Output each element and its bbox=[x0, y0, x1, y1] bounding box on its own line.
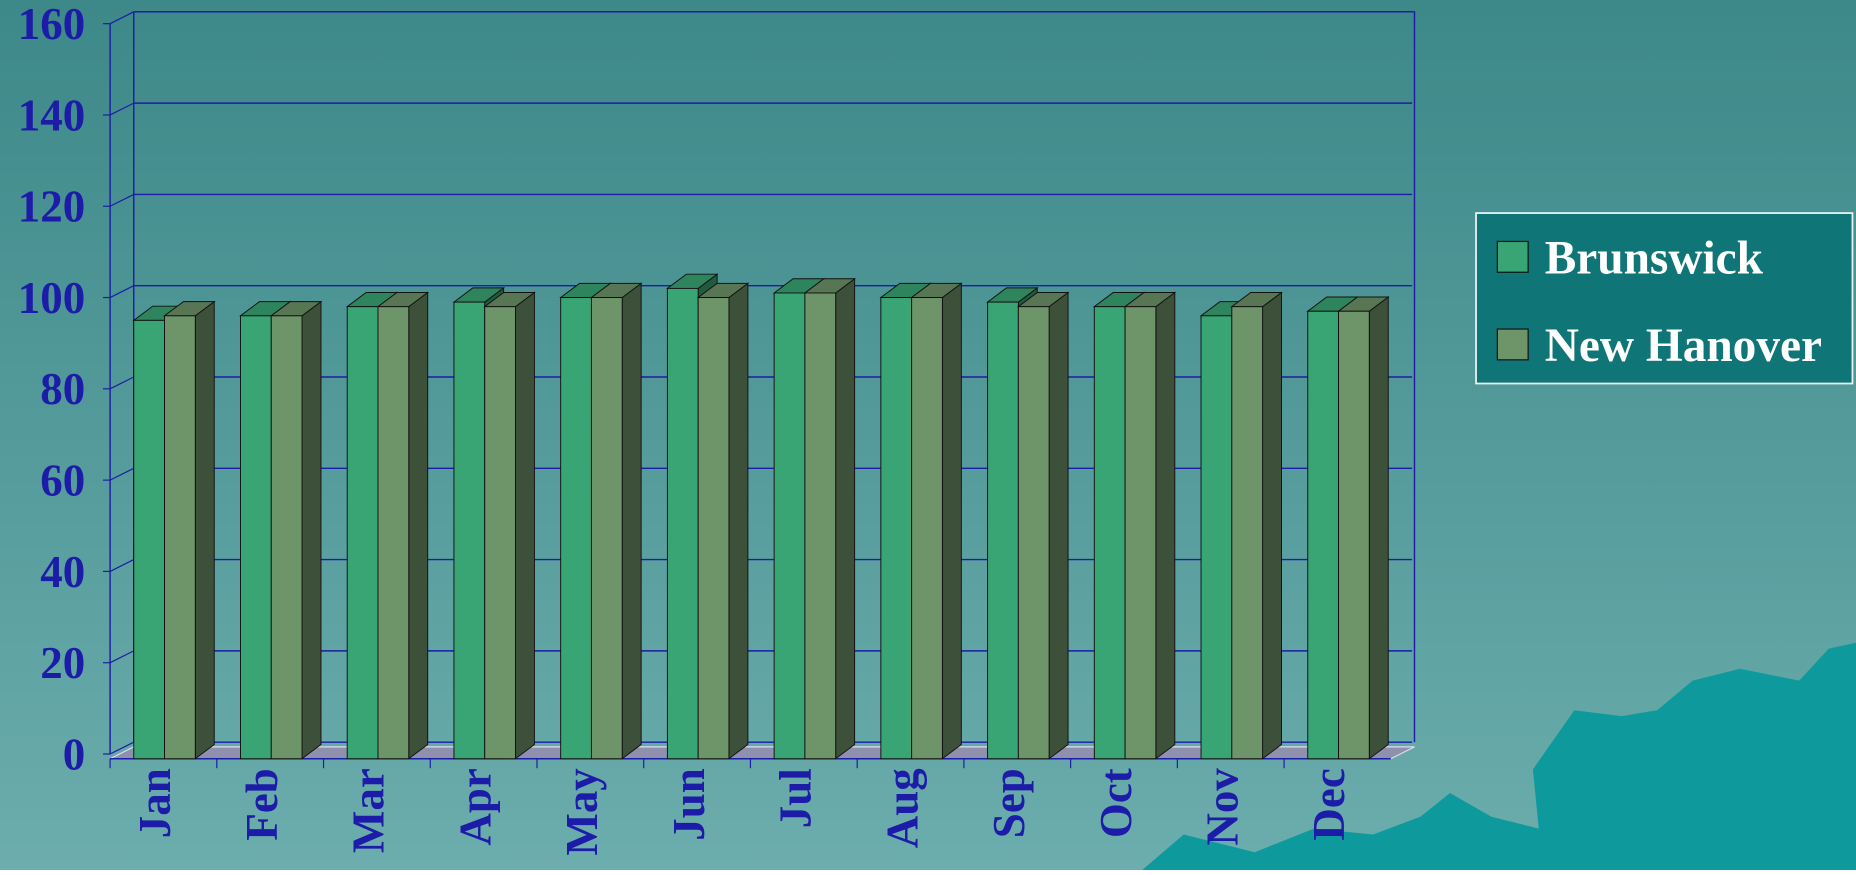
bar bbox=[346, 306, 379, 760]
bar bbox=[1200, 315, 1233, 760]
y-tick-label: 60 bbox=[40, 456, 85, 506]
bar-side bbox=[408, 291, 429, 760]
bar bbox=[590, 297, 623, 760]
bar bbox=[880, 297, 913, 760]
tick-depth bbox=[109, 376, 135, 390]
y-tick-label: 0 bbox=[63, 729, 85, 779]
bar bbox=[773, 292, 806, 760]
bar-side bbox=[621, 282, 642, 760]
legend-swatch bbox=[1496, 240, 1529, 273]
x-tick-label: Jan bbox=[130, 768, 180, 838]
legend: Brunswick New Hanover bbox=[1475, 212, 1854, 385]
bar bbox=[240, 315, 272, 760]
bar-side bbox=[1155, 291, 1176, 760]
x-tick-label: Sep bbox=[984, 768, 1034, 838]
x-tick-label: Dec bbox=[1304, 768, 1354, 840]
x-tick-label: May bbox=[557, 768, 607, 856]
x-tick-label: Apr bbox=[450, 768, 500, 845]
y-tick-label: 120 bbox=[18, 182, 85, 232]
x-tick-label: Jul bbox=[771, 768, 821, 828]
y-tick-label: 140 bbox=[18, 90, 85, 140]
decoration bbox=[1142, 642, 1856, 870]
plot-area: 0 20 40 60 80 100 120 140 160 Jan Feb Mar Apr May Jun J… bbox=[18, 0, 1416, 856]
legend-swatch bbox=[1496, 328, 1529, 361]
bar bbox=[804, 292, 837, 760]
y-tick-label: 40 bbox=[40, 547, 85, 597]
bar-side bbox=[835, 277, 856, 760]
x-tick-label: Jun bbox=[664, 768, 714, 841]
tick-depth bbox=[109, 102, 135, 116]
bar-side bbox=[515, 291, 535, 760]
tick-depth bbox=[109, 650, 135, 664]
y-tick-label: 20 bbox=[40, 638, 85, 688]
bar-side bbox=[194, 300, 215, 760]
bar bbox=[987, 301, 1019, 760]
legend-box bbox=[1475, 212, 1854, 385]
bar-side bbox=[301, 300, 322, 760]
tick-depth bbox=[109, 193, 135, 207]
bar bbox=[911, 297, 943, 760]
bar-side bbox=[941, 282, 962, 760]
x-tick-label: Nov bbox=[1197, 768, 1247, 846]
x-tick-label: Oct bbox=[1091, 768, 1141, 838]
bar bbox=[484, 306, 516, 760]
tick-depth bbox=[109, 11, 135, 25]
bar-side bbox=[1368, 296, 1389, 760]
bar bbox=[1307, 310, 1340, 760]
bar bbox=[377, 306, 410, 760]
legend-label: New Hanover bbox=[1545, 320, 1822, 372]
bar bbox=[697, 297, 730, 760]
bar bbox=[270, 315, 303, 760]
x-tick-label: Mar bbox=[344, 768, 394, 853]
bar-side bbox=[1262, 291, 1282, 760]
legend-label: Brunswick bbox=[1545, 232, 1764, 284]
bar bbox=[560, 297, 592, 760]
bar bbox=[1231, 306, 1264, 760]
bar bbox=[666, 287, 699, 760]
bar bbox=[164, 315, 196, 760]
x-tick-label: Aug bbox=[877, 768, 927, 848]
bar bbox=[1338, 310, 1370, 760]
bar bbox=[1124, 306, 1157, 760]
bar bbox=[453, 301, 486, 760]
y-tick-label: 160 bbox=[18, 0, 85, 49]
bar bbox=[133, 319, 166, 760]
tick-depth bbox=[109, 741, 135, 755]
y-tick-label: 100 bbox=[18, 273, 85, 323]
bar-side bbox=[1048, 291, 1069, 760]
x-tick-label: Feb bbox=[237, 768, 287, 840]
bar-side bbox=[728, 282, 749, 760]
tick-depth bbox=[109, 559, 135, 572]
tick-depth bbox=[109, 467, 135, 481]
y-tick-label: 80 bbox=[40, 364, 85, 414]
bar bbox=[1093, 306, 1126, 760]
bar bbox=[1017, 306, 1050, 760]
tick-depth bbox=[109, 285, 135, 299]
